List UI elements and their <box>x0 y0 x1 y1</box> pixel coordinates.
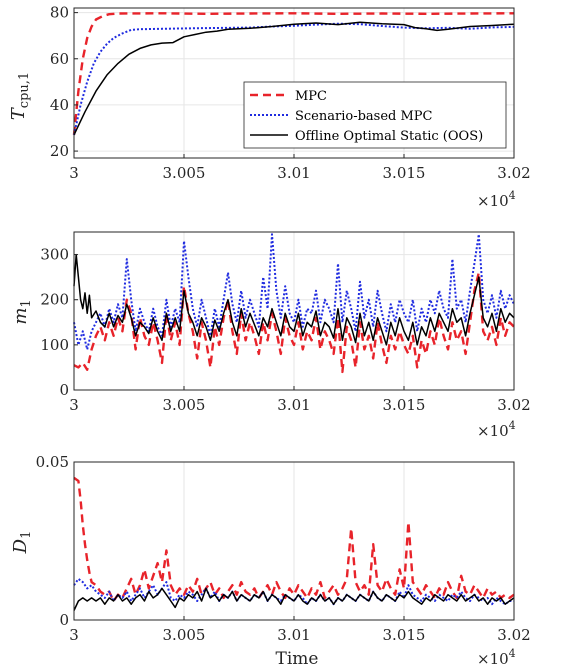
panel-3-x-multiplier: ×104 <box>477 647 516 668</box>
panel-2-series-scenario <box>73 233 515 351</box>
panel-1-series-mpc <box>72 12 515 136</box>
x-axis-label: Time <box>276 649 319 669</box>
panel-3-xtick-label-4: 3.02 <box>497 626 530 644</box>
panel-1-ylabel-sub: cpu,1 <box>17 72 32 108</box>
panel-2-ytick-label-0: 0 <box>59 381 69 399</box>
panel-1-lines <box>72 12 515 136</box>
panel-3: 3 3.005 3.01 3.015 3.02 0 0.05 D1 Time ×104 <box>10 453 531 669</box>
panel-2-series-mpc <box>73 271 515 374</box>
panel-2-grid <box>73 232 515 391</box>
panel-1-series-oos <box>73 21 515 136</box>
legend-mpc-label: MPC <box>295 89 327 104</box>
panel-3-ylabel: D1 <box>10 531 34 555</box>
panel-2-x-multiplier: ×104 <box>477 419 516 440</box>
legend-oos-label: Offline Optimal Static (OOS) <box>295 129 483 144</box>
panel-1-ylabel: Tcpu,1 <box>8 72 32 120</box>
panel-2-ticks: 3 3.005 3.01 3.015 3.02 0 100 200 300 <box>40 246 530 414</box>
panel-2-ytick-label-1: 100 <box>40 336 69 354</box>
panel-1-xtick-label-3: 3.015 <box>383 164 426 182</box>
panel-3-ylabel-sub: 1 <box>19 531 34 539</box>
panel-2-series-oos <box>73 253 515 346</box>
panel-3-lines <box>73 476 515 611</box>
panel-3-xtick-label-0: 3 <box>69 626 79 644</box>
panel-1-xtick-label-1: 3.005 <box>163 164 206 182</box>
legend-box <box>243 81 507 149</box>
panel-2-xtick-label-3: 3.015 <box>383 396 426 414</box>
panel-2-ytick-label-2: 200 <box>40 291 69 309</box>
panel-1-x-multiplier: ×104 <box>477 189 516 210</box>
panel-2-ylabel: m1 <box>10 299 34 324</box>
panel-3-grid <box>73 461 515 621</box>
panel-3-ytick-label-1: 0.05 <box>36 453 69 471</box>
panel-1-ticks: 3 3.005 3.01 3.015 3.02 20 40 60 80 <box>50 4 531 182</box>
panel-1-ytick-label-0: 20 <box>50 142 69 160</box>
panel-2-ytick-label-3: 300 <box>40 246 69 264</box>
panel-1-xtick-label-2: 3.01 <box>277 164 310 182</box>
panel-1-xtick-label-4: 3.02 <box>497 164 530 182</box>
panel-3-ytick-label-0: 0 <box>59 611 69 629</box>
panel-1-xtick-label-0: 3 <box>69 164 79 182</box>
panel-3-xtick-label-1: 3.005 <box>163 626 206 644</box>
panel-3-series-mpc <box>73 476 515 603</box>
panel-1-ytick-label-2: 60 <box>50 50 69 68</box>
panel-3-xtick-label-2: 3.01 <box>277 626 310 644</box>
panel-3-xtick-label-3: 3.015 <box>383 626 426 644</box>
panel-2-xtick-label-1: 3.005 <box>163 396 206 414</box>
panel-2-xtick-label-0: 3 <box>69 396 79 414</box>
panel-2-lines <box>73 233 515 374</box>
panel-2-xtick-label-2: 3.01 <box>277 396 310 414</box>
panel-1-ytick-label-1: 40 <box>50 96 69 114</box>
panel-2-xtick-label-4: 3.02 <box>497 396 530 414</box>
legend: MPC Scenario-based MPC Offline Optimal S… <box>243 81 507 149</box>
panel-2: 3 3.005 3.01 3.015 3.02 0 100 200 300 m1 ×104 <box>10 231 531 440</box>
panel-2-ylabel-sub: 1 <box>19 299 34 307</box>
panel-3-series-oos <box>73 587 515 611</box>
panel-1-ytick-label-3: 80 <box>50 4 69 22</box>
panel-3-ticks: 3 3.005 3.01 3.015 3.02 0 0.05 <box>36 453 531 644</box>
legend-scenario-label: Scenario-based MPC <box>295 109 433 124</box>
